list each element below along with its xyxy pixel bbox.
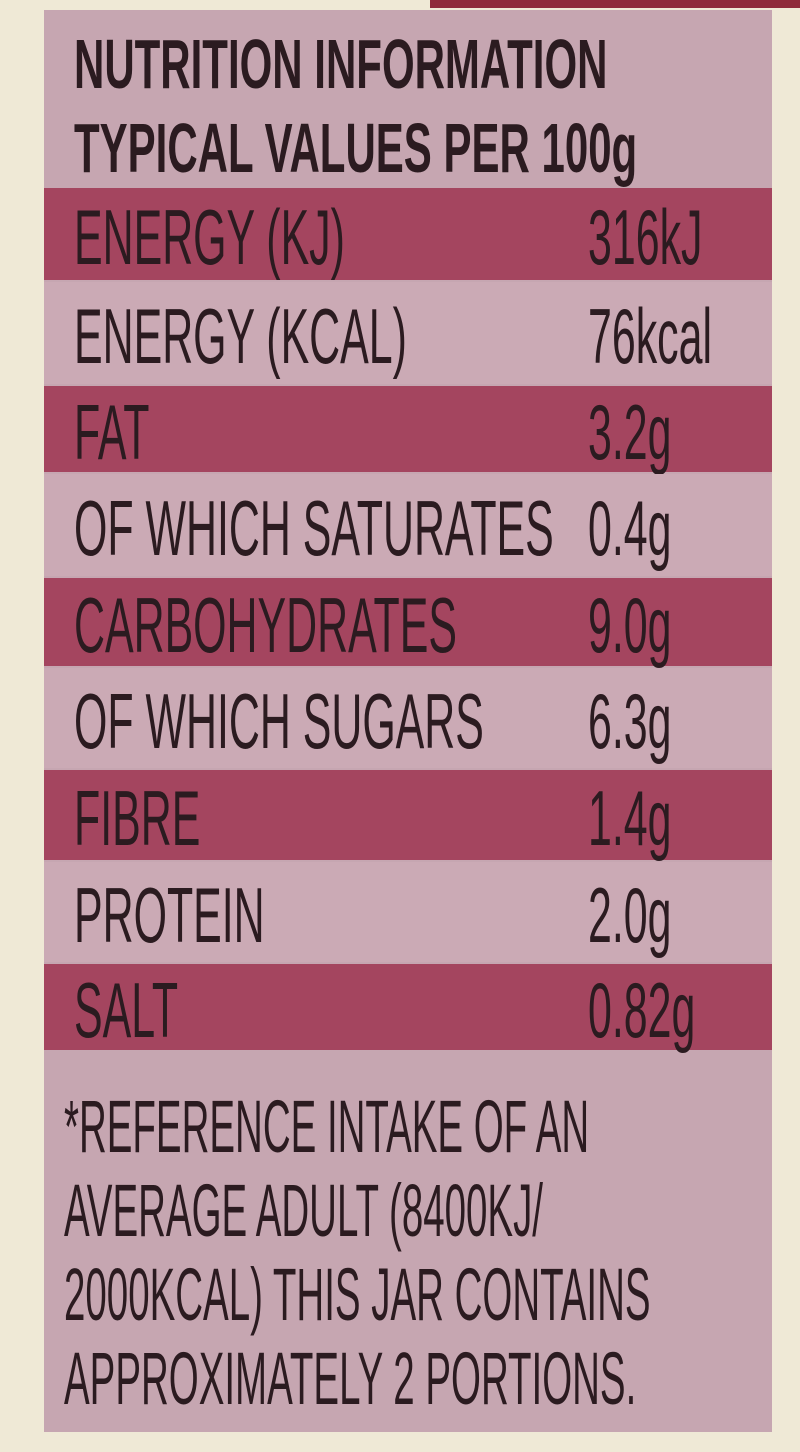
nutrient-name: CARBOHYDRATES <box>74 583 457 670</box>
row-band <box>44 770 772 860</box>
nutrient-name: OF WHICH SATURATES <box>74 486 554 573</box>
row-band <box>44 578 772 666</box>
title-line: TYPICAL VALUES PER 100g <box>74 110 637 188</box>
row-band <box>44 386 772 472</box>
nutrient-name: ENERGY (KJ) <box>74 195 345 282</box>
nutrient-name: FIBRE <box>74 776 200 863</box>
title-line: NUTRITION INFORMATION <box>74 26 607 104</box>
nutrient-value: 2.0g <box>588 873 671 960</box>
nutrient-name: SALT <box>74 968 178 1055</box>
nutrient-value: 6.3g <box>588 679 671 766</box>
row-band <box>44 282 772 384</box>
nutrient-name: FAT <box>74 390 149 477</box>
nutrient-value: 76kcal <box>588 294 712 381</box>
nutrient-value: 0.4g <box>588 486 671 573</box>
nutrient-value: 9.0g <box>588 583 671 670</box>
footnote-line: AVERAGE ADULT (8400KJ/ <box>64 1171 543 1253</box>
nutrient-value: 1.4g <box>588 776 671 863</box>
nutrient-value: 3.2g <box>588 390 671 477</box>
nutrient-name: PROTEIN <box>74 873 265 960</box>
row-band <box>44 474 772 576</box>
footnote-line: 2000KCAL) THIS JAR CONTAINS <box>64 1255 651 1337</box>
row-band <box>44 964 772 1050</box>
row-band <box>44 862 772 962</box>
nutrient-value: 316kJ <box>588 195 702 282</box>
nutrient-name: OF WHICH SUGARS <box>74 679 484 766</box>
top-strip <box>430 0 800 8</box>
row-band <box>44 188 772 280</box>
row-band <box>44 668 772 768</box>
footnote-line: *REFERENCE INTAKE OF AN <box>64 1087 589 1169</box>
nutrient-name: ENERGY (KCAL) <box>74 294 407 381</box>
footnote-line: APPROXIMATELY 2 PORTIONS. <box>64 1339 636 1421</box>
nutrient-value: 0.82g <box>588 968 695 1055</box>
